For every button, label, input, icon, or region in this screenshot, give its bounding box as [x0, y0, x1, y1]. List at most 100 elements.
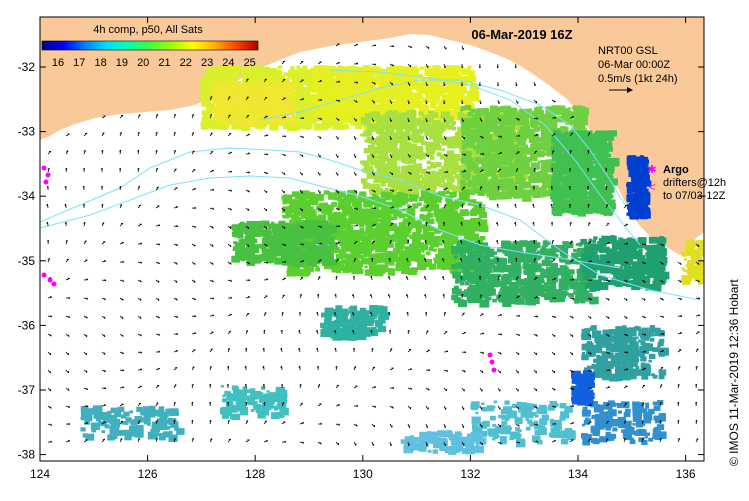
- sst-pixel: [382, 215, 386, 218]
- sst-pixel: [554, 189, 559, 193]
- sst-pixel: [550, 192, 559, 199]
- sst-pixel: [352, 201, 359, 206]
- sst-pixel: [202, 99, 208, 103]
- sst-pixel: [306, 125, 312, 130]
- sst-pixel: [480, 236, 485, 240]
- sst-pixel: [456, 138, 461, 142]
- sst-pixel: [350, 112, 359, 119]
- sst-pixel: [601, 156, 608, 161]
- sst-pixel: [448, 125, 454, 130]
- sst-pixel: [361, 215, 368, 221]
- sst-pixel: [421, 261, 429, 267]
- sst-pixel: [428, 111, 434, 116]
- sst-pixel: [419, 158, 422, 161]
- sst-pixel: [522, 194, 532, 202]
- sst-pixel: [364, 120, 371, 126]
- sst-pixel: [574, 137, 580, 141]
- sst-pixel: [565, 184, 574, 191]
- sst-pixel: [562, 139, 566, 143]
- sst-pixel: [232, 224, 240, 230]
- sst-pixel: [422, 177, 431, 185]
- sst-pixel: [307, 260, 316, 267]
- sst-pixel: [403, 83, 412, 90]
- sst-pixel: [240, 89, 244, 92]
- sst-pixel: [419, 126, 423, 129]
- sst-pixel: [508, 129, 512, 132]
- sst-pixel: [263, 255, 269, 260]
- sst-pixel: [348, 219, 355, 225]
- sst-pixel: [460, 228, 467, 233]
- sst-pixel: [492, 299, 497, 303]
- sst-pixel: [608, 171, 612, 175]
- sst-pixel: [202, 117, 212, 125]
- sst-pixel: [447, 84, 451, 87]
- sst-pixel: [577, 205, 584, 211]
- sst-pixel: [592, 172, 600, 178]
- sst-pixel: [364, 237, 367, 239]
- sst-pixel: [471, 109, 476, 113]
- sst-pixel: [515, 156, 521, 161]
- sst-pixel: [452, 136, 456, 139]
- sst-pixel: [467, 93, 471, 97]
- sst-pixel: [271, 89, 276, 93]
- sst-pixel: [409, 234, 414, 238]
- sst-pixel: [215, 97, 224, 104]
- sst-pixel: [268, 234, 273, 238]
- sst-pixel: [323, 111, 326, 114]
- sst-pixel: [540, 175, 548, 181]
- sst-pixel: [204, 69, 208, 72]
- sst-pixel: [392, 234, 396, 237]
- sst-pixel: [402, 264, 410, 270]
- sst-pixel: [296, 66, 300, 69]
- sst-pixel: [467, 182, 471, 185]
- sst-pixel: [418, 95, 423, 99]
- sst-pixel: [391, 195, 398, 201]
- sst-pixel: [239, 245, 244, 249]
- sst-pixel: [473, 153, 477, 157]
- sst-pixel: [429, 71, 433, 74]
- sst-pixel: [265, 85, 272, 90]
- sst-pixel: [338, 239, 343, 243]
- sst-pixel: [250, 225, 256, 230]
- sst-pixel: [530, 144, 537, 150]
- sst-pixel: [440, 249, 446, 253]
- sst-pixel: [314, 123, 323, 130]
- sst-pixel: [513, 171, 517, 174]
- sst-pixel: [315, 194, 324, 201]
- sst-pixel: [308, 267, 314, 272]
- sst-pixel: [281, 253, 286, 257]
- sst-pixel: [333, 212, 342, 219]
- sst-pixel: [331, 110, 338, 115]
- sst-pixel: [390, 268, 395, 272]
- sst-pixel: [237, 81, 241, 84]
- sst-pixel: [284, 224, 288, 227]
- sst-pixel: [556, 204, 563, 210]
- sst-pixel: [311, 68, 317, 73]
- sst-pixel: [267, 92, 275, 98]
- sst-pixel: [394, 136, 403, 143]
- sst-pixel: [381, 90, 385, 93]
- sst-pixel: [338, 121, 343, 125]
- sst-pixel: [503, 106, 512, 113]
- sst-pixel: [355, 85, 362, 91]
- sst-pixel: [567, 196, 571, 199]
- sst-pixel: [436, 89, 445, 96]
- sst-pixel: [336, 269, 341, 273]
- sst-pixel: [484, 108, 488, 111]
- sst-pixel: [343, 88, 347, 92]
- sst-pixel: [373, 195, 378, 199]
- sst-pixel: [430, 156, 434, 160]
- sst-pixel: [414, 176, 421, 181]
- sst-pixel: [347, 259, 351, 262]
- sst-pixel: [359, 228, 364, 232]
- sst-pixel: [393, 200, 402, 207]
- sst-pixel: [399, 126, 402, 129]
- sst-pixel: [278, 65, 282, 68]
- sst-pixel: [609, 176, 613, 179]
- sst-pixel: [574, 141, 577, 143]
- sst-pixel: [539, 116, 544, 120]
- sst-pixel: [355, 123, 360, 127]
- sst-pixel: [344, 124, 348, 127]
- sst-pixel: [450, 139, 456, 143]
- sst-pixel: [385, 104, 393, 110]
